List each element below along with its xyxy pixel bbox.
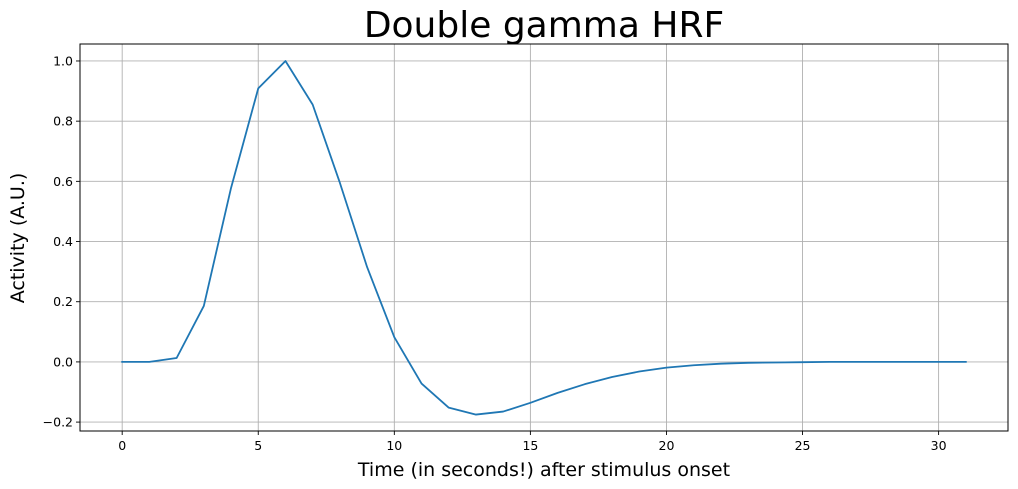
- grid: [80, 44, 1008, 431]
- x-tick-label: 10: [386, 438, 402, 453]
- series-layer: [121, 60, 967, 416]
- ticks: 0 5 10 15 20 25 30 −0.2 0.0 0.2 0.4 0.6 0.8 1.0: [43, 53, 947, 453]
- x-tick-label: 15: [522, 438, 538, 453]
- y-tick-label: 0.6: [53, 174, 73, 189]
- y-tick-label: 0.0: [53, 354, 73, 369]
- x-tick-label: 20: [659, 438, 675, 453]
- x-tick-label: 25: [795, 438, 811, 453]
- x-tick-label: 5: [254, 438, 262, 453]
- x-axis-label: Time (in seconds!) after stimulus onset: [357, 459, 730, 481]
- y-axis-label: Activity (A.U.): [7, 173, 29, 304]
- plot-frame: [79, 43, 1009, 432]
- chart-title: Double gamma HRF: [364, 5, 724, 46]
- y-tick-label: 0.2: [53, 294, 73, 309]
- x-tick-label: 30: [931, 438, 947, 453]
- y-tick-label: 0.8: [53, 114, 73, 129]
- x-tick-label: 0: [118, 438, 126, 453]
- y-tick-label: 1.0: [53, 53, 73, 68]
- y-tick-label: 0.4: [53, 234, 73, 249]
- hrf-series-line: [121, 60, 967, 416]
- y-tick-label: −0.2: [43, 415, 73, 430]
